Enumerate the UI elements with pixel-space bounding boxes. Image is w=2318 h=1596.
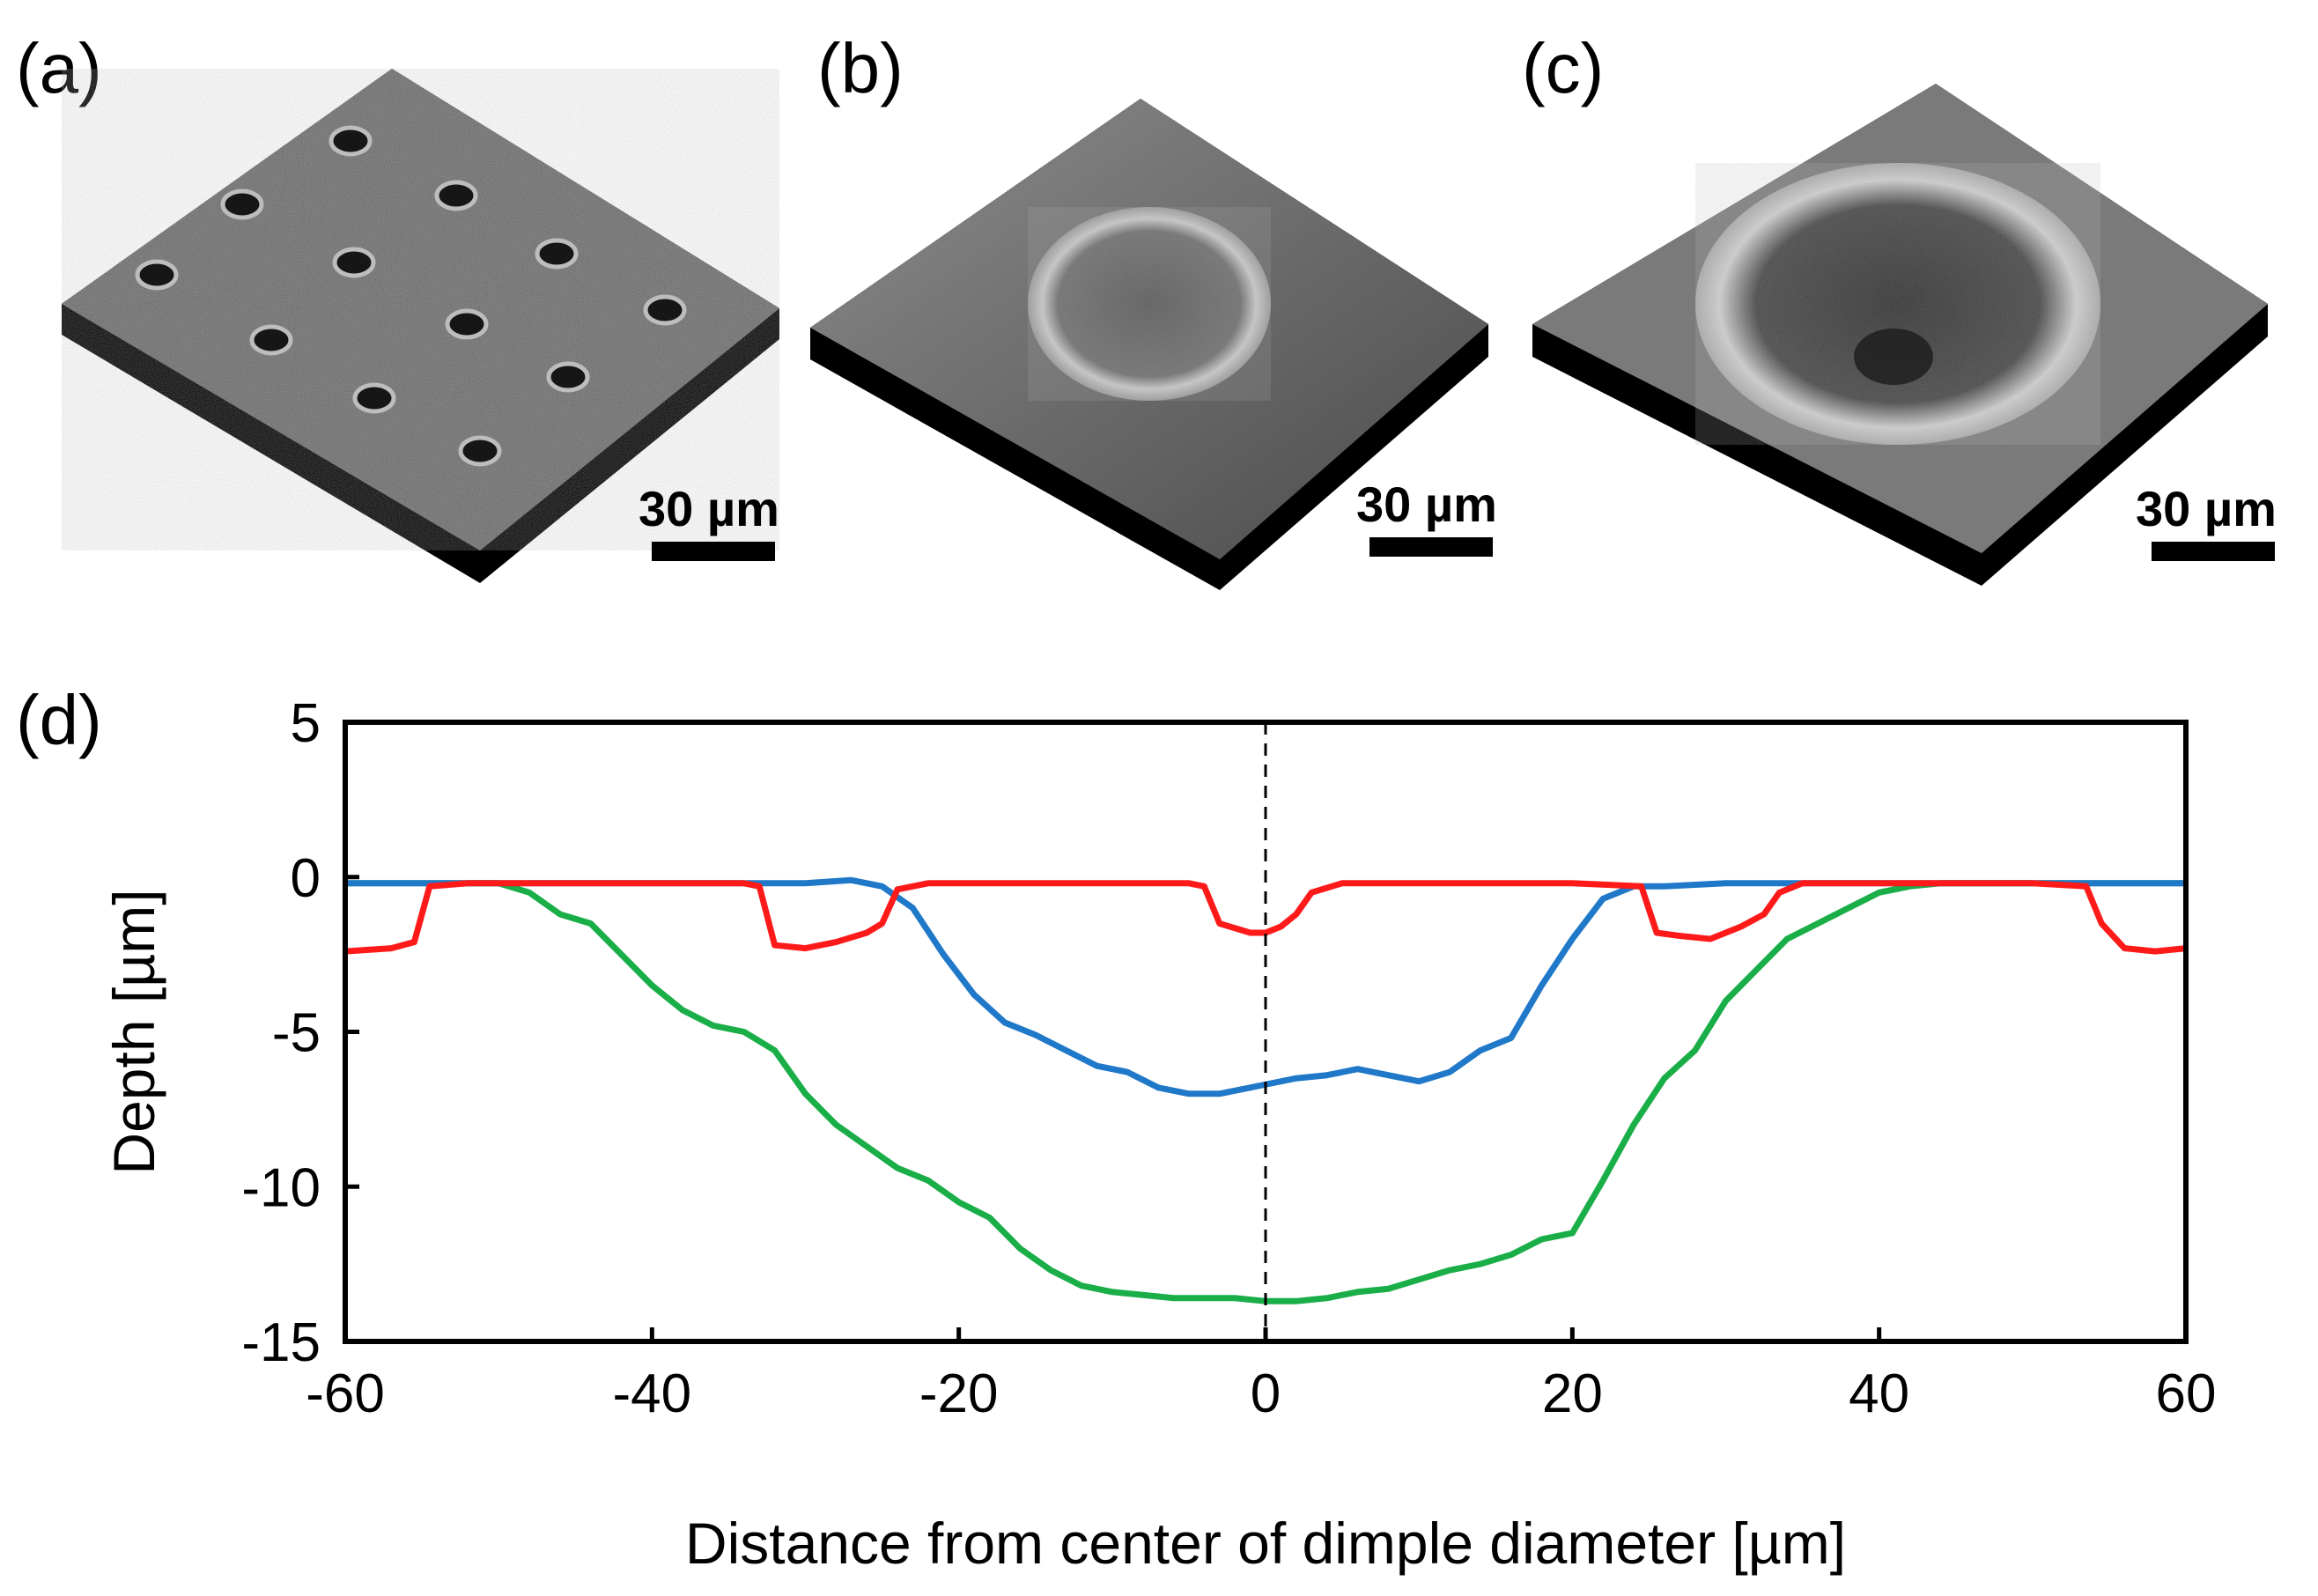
panel-label-c: (c) <box>1522 29 1605 107</box>
x-tick-label: -40 <box>613 1363 692 1424</box>
scalebar-b-label: 30 µm <box>1356 477 1497 532</box>
y-tick-label: -15 <box>241 1312 321 1373</box>
panel-a-image <box>62 69 779 583</box>
series-green <box>345 880 2186 1304</box>
series-red <box>344 880 2187 955</box>
panel-label-a: (a) <box>16 29 102 107</box>
plot-lines <box>344 876 2187 1304</box>
y-tick-label: 0 <box>291 848 321 909</box>
x-axis-title: Distance from center of dimple diameter … <box>685 1511 1846 1576</box>
y-tick-label: 5 <box>291 693 321 754</box>
x-tick-label: 60 <box>2156 1363 2217 1424</box>
x-tick-label: 20 <box>1542 1363 1603 1424</box>
scalebar-c-line <box>2152 542 2275 561</box>
x-axis-ticks: -60 -40 -20 0 20 40 60 <box>306 1327 2216 1424</box>
panel-label-d: (d) <box>16 681 102 759</box>
y-tick-label: -10 <box>241 1157 321 1218</box>
scalebar-c-label: 30 µm <box>2136 481 2277 536</box>
scalebar-b-line <box>1369 537 1493 557</box>
series-blue <box>345 876 2186 1097</box>
y-tick-label: -5 <box>272 1003 321 1064</box>
panel-label-b: (b) <box>817 29 904 107</box>
x-tick-label: 0 <box>1251 1363 1281 1424</box>
y-axis-title: Depth [µm] <box>101 889 166 1174</box>
panel-b-image <box>810 99 1488 590</box>
x-tick-label: -60 <box>306 1363 385 1424</box>
scalebar-a-label: 30 µm <box>639 481 779 536</box>
x-tick-label: -20 <box>919 1363 999 1424</box>
scalebar-a-line <box>652 542 775 561</box>
x-tick-label: 40 <box>1849 1363 1909 1424</box>
panel-c-image <box>1532 84 2268 586</box>
y-axis-ticks: 5 0 -5 -10 -15 <box>241 693 359 1373</box>
